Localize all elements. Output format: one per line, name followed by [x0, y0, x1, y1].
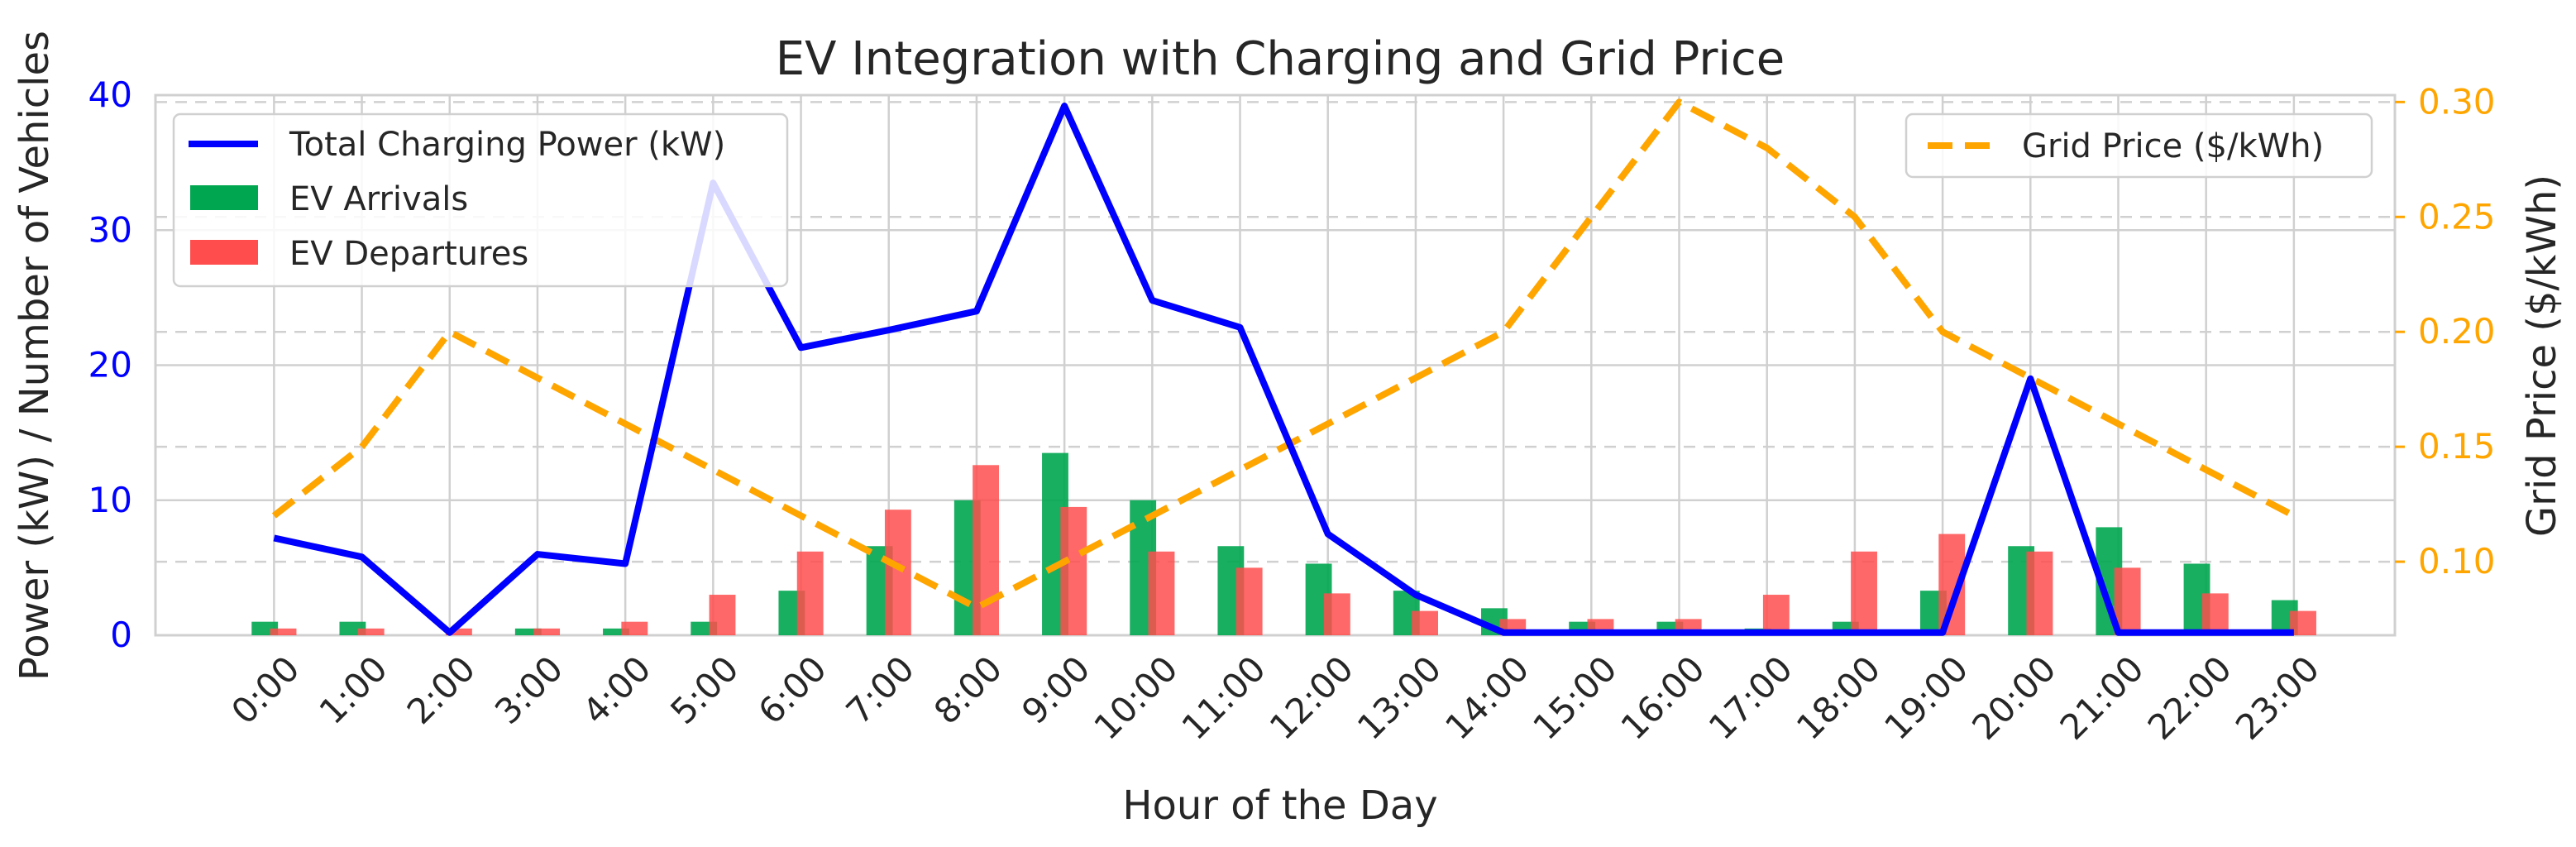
legend-right-box: [1905, 112, 2373, 179]
line-total-charging-power: [273, 103, 2294, 636]
legend-left-box: [172, 112, 789, 288]
lines-layer: [271, 98, 2296, 636]
bar-ev-departures: [621, 621, 648, 635]
x-axis-label: Hour of the Day: [1122, 782, 1437, 829]
legend-label-grid-price: Grid Price ($/kWh): [2022, 127, 2324, 165]
legend-label-total-charging-power: Total Charging Power (kW): [289, 126, 725, 164]
bar-ev-arrivals: [603, 628, 629, 635]
bar-ev-arrivals: [514, 628, 542, 635]
bar-ev-departures: [1762, 595, 1790, 635]
bar-ev-departures: [1323, 593, 1350, 635]
y-tick-label-right: 0.15: [2418, 426, 2496, 467]
grid-layer: [154, 93, 2397, 637]
bar-ev-departures: [2026, 551, 2053, 635]
bar-ev-departures: [1060, 506, 1087, 635]
bar-ev-departures: [533, 628, 561, 635]
line-grid-price: [271, 98, 2296, 611]
y-tick-label-left: 40: [88, 74, 132, 115]
y-tick-label-left: 20: [88, 345, 132, 385]
legend-label-ev-arrivals: EV Arrivals: [289, 180, 468, 218]
bar-ev-departures: [1235, 567, 1263, 635]
bar-ev-departures: [2290, 610, 2316, 635]
bar-ev-departures: [270, 628, 297, 635]
y-tick-label-right: 0.30: [2418, 81, 2496, 122]
bar-ev-departures: [796, 551, 824, 635]
bar-ev-departures: [2201, 593, 2229, 635]
y-axis-label-left: Power (kW) / Number of Vehicles: [12, 31, 58, 681]
bar-ev-departures: [1851, 551, 1877, 635]
y-axis-label-right: Grid Price ($/kWh): [2519, 175, 2565, 537]
y-tick-label-left: 30: [88, 209, 132, 250]
y-tick-label-right: 0.10: [2418, 541, 2496, 581]
bar-ev-departures: [884, 510, 911, 635]
bar-ev-departures: [445, 628, 472, 635]
legend-swatch-ev-arrivals: [190, 185, 258, 210]
y-tick-label-right: 0.20: [2418, 311, 2496, 352]
legend-layer: Total Charging Power (kW) EV Arrivals EV D…: [172, 112, 2373, 288]
bar-ev-departures: [1412, 610, 1438, 635]
bars-layer: [251, 452, 2316, 635]
chart-title: EV Integration with Charging and Grid Pr…: [776, 32, 1785, 86]
legend-swatch-ev-departures: [190, 240, 258, 265]
bar-ev-departures: [357, 628, 385, 635]
y-tick-label-right: 0.25: [2418, 196, 2496, 237]
bar-ev-departures: [709, 595, 736, 635]
bar-ev-departures: [1148, 551, 1175, 635]
y-tick-label-left: 10: [88, 480, 132, 520]
y-tick-label-left: 0: [110, 615, 132, 655]
bar-ev-departures: [973, 465, 1000, 635]
legend-label-ev-departures: EV Departures: [289, 235, 528, 273]
